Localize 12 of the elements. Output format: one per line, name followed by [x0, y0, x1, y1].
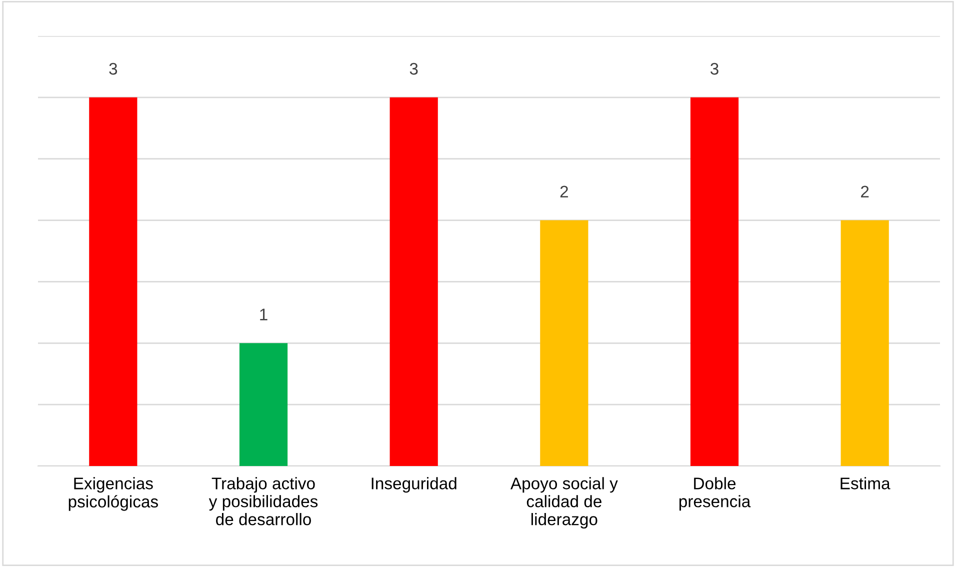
- data-label: 1: [260, 308, 268, 320]
- x-tick-label: Apoyo social y calidad de liderazgo: [510, 477, 618, 529]
- x-tick-label: Doble presencia: [679, 477, 751, 511]
- x-tick-label: Trabajo activo y posibilidades de desarrollo: [208, 477, 318, 526]
- data-label: 2: [861, 186, 869, 198]
- data-label: 3: [410, 62, 418, 75]
- data-label: 3: [710, 62, 718, 75]
- x-tick-label: Inseguridad: [372, 477, 456, 493]
- data-label: 3: [109, 62, 118, 75]
- data-label: 2: [560, 186, 568, 198]
- x-tick-label: Exigencias psicológicas: [68, 477, 158, 511]
- x-tick-label: Estima: [840, 477, 890, 490]
